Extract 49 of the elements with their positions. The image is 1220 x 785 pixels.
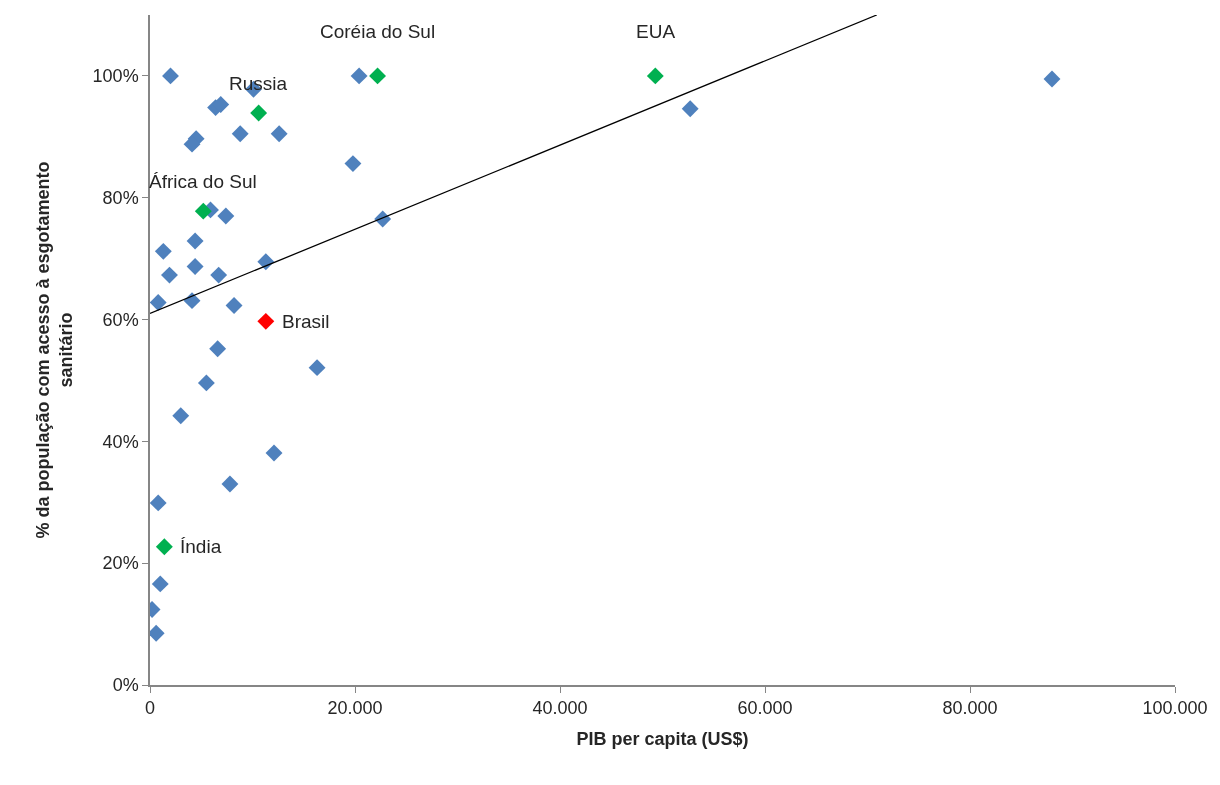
point — [209, 340, 227, 358]
point — [257, 312, 275, 330]
point — [221, 475, 239, 493]
point — [210, 266, 228, 284]
x-tick-label: 60.000 — [737, 698, 793, 719]
x-tick-label: 20.000 — [327, 698, 383, 719]
point — [161, 266, 178, 284]
y-tick-label: 60% — [102, 309, 139, 330]
point — [154, 242, 172, 260]
y-tick-label: 100% — [92, 66, 139, 87]
point — [270, 125, 288, 143]
point — [197, 374, 215, 392]
point — [194, 202, 212, 220]
point — [186, 258, 204, 275]
point — [186, 232, 204, 250]
point — [308, 359, 326, 377]
x-tick-label: 100.000 — [1142, 698, 1208, 719]
x-tick-label: 0 — [144, 698, 156, 719]
x-axis-title: PIB per capita (US$) — [576, 728, 749, 749]
annotation: Brasil — [282, 311, 330, 332]
point — [225, 297, 243, 314]
annotation: Coréia do Sul — [320, 21, 436, 42]
point — [183, 292, 201, 310]
point — [265, 444, 283, 462]
y-tick-label: 0% — [112, 675, 139, 696]
point — [150, 294, 167, 311]
point — [151, 575, 169, 593]
annotation: Russia — [229, 73, 288, 94]
point — [350, 67, 368, 85]
y-tick-label: 40% — [102, 431, 139, 452]
point — [369, 67, 386, 85]
point — [150, 494, 167, 512]
y-tick-label: 80% — [102, 188, 139, 209]
point — [155, 538, 173, 556]
point — [250, 104, 268, 122]
y-tick-label: 20% — [102, 553, 139, 574]
point — [231, 125, 249, 143]
point — [681, 100, 699, 118]
x-tick-label: 80.000 — [942, 698, 998, 719]
annotation: EUA — [636, 21, 676, 42]
point — [646, 67, 664, 85]
point — [344, 155, 362, 173]
y-axis-title: % da população com acesso à esgotamento sanitário — [32, 161, 77, 539]
x-tick-label: 40.000 — [532, 698, 588, 719]
point — [217, 207, 235, 225]
annotation: Índia — [180, 536, 222, 557]
point — [172, 407, 190, 425]
point — [162, 67, 179, 85]
point — [1043, 70, 1061, 88]
